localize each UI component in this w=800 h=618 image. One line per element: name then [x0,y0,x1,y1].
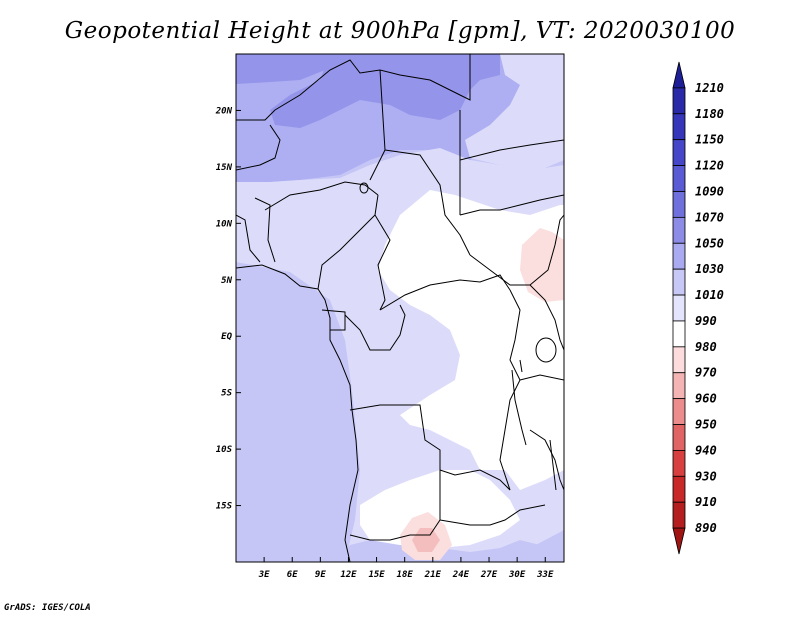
border-west-africa-2 [254,197,276,263]
lon-axis: 3E 6E 9E 12E 15E 18E 21E 24E 27E 30E 33E [258,557,554,580]
colorbar-segment [672,87,686,115]
border-niger-nigeria [264,181,379,211]
colorbar-segment [672,242,686,270]
colorbar-level-label: 890 [695,521,717,535]
lake-kivu [519,359,523,373]
colorbar-segment [672,424,686,451]
colorbar-segment [672,165,686,192]
border-west-africa-1 [236,214,261,263]
colorbar-level-label: 990 [695,314,717,328]
lon-tick-label: 18E [397,570,414,580]
border-congo-drc [344,304,406,351]
lon-tick-label: 21E [424,570,442,580]
grads-credit: GrADS: IGES/COLA [4,603,91,613]
colorbar-segment [672,346,686,374]
lon-tick-label: 12E [340,570,357,580]
colorbar-segment [672,61,686,89]
border-tanzania [519,374,564,381]
map-frame [235,53,565,563]
field-1030-northeast [465,54,564,170]
colorbar-level-label: 980 [695,340,717,354]
field-980-south [412,528,440,552]
lat-tick-label: 15S [216,502,233,512]
border-drc-angola [349,404,511,491]
lat-tick-label: 5N [221,276,232,286]
colorbar-level-label: 1010 [695,288,724,302]
lat-tick-label: 20N [215,106,233,116]
height-field [236,54,564,562]
colorbar-level-label: 1120 [695,159,724,173]
field-1010-central [378,190,564,490]
colorbar-level-label: 910 [695,495,717,509]
colorbar-level-label: 1210 [695,81,724,95]
colorbar-level-label: 1050 [695,236,724,250]
lon-tick-label: 9E [315,570,326,580]
colorbar-segment [672,216,686,244]
lat-tick-label: 10S [216,445,233,455]
border-south-sudan [469,244,556,286]
colorbar-level-label: 960 [695,392,717,406]
coastline-gulf-of-guinea [236,264,359,562]
border-chad-sudan [384,149,471,256]
colorbar-level-label: 930 [695,469,717,483]
lake-tanganyika [511,369,527,446]
lon-tick-label: 6E [287,570,298,580]
lake-victoria [535,337,557,363]
lake-malawi [549,439,557,491]
lat-tick-label: 15N [216,163,233,173]
lon-tick-label: 30E [508,570,526,580]
colorbar-level-label: 1070 [695,210,724,224]
border-niger [236,124,281,171]
lon-tick-label: 24E [452,570,470,580]
lat-axis: 20N 15N 10N 5N EQ 5S 10S 15S [215,106,241,512]
lon-tick-label: 3E [258,570,270,580]
border-algeria-libya [236,54,471,121]
colorbar-segment [672,139,686,166]
colorbar-level-label: 940 [695,443,717,457]
chart-title: Geopotential Height at 900hPa [gpm], VT:… [64,18,736,44]
lat-tick-label: 10N [216,219,233,229]
field-1090-northwest [236,54,330,84]
border-ethiopia [554,214,564,246]
colorbar-level-label: 970 [695,366,717,380]
colorbar-level-label: 1090 [695,184,724,198]
lakes [359,182,557,491]
colorbar-level-label: 950 [695,418,717,432]
lon-tick-label: 15E [368,570,385,580]
colorbar: 1210 1180 1150 1120 1090 1070 1050 1030 1010 990 9… [672,61,724,555]
border-east-africa [529,284,564,351]
colorbar-segment [672,475,686,503]
colorbar-segment [672,294,686,322]
border-zambia [439,504,546,526]
lon-tick-label: 27E [480,570,498,580]
colorbar-segment [672,527,686,555]
lake-chad [359,182,369,194]
colorbar-segment [672,191,686,218]
colorbar-segment [672,398,686,425]
border-car-south [379,274,511,311]
country-borders [236,54,564,562]
field-1050-coast [236,262,360,562]
colorbar-segment [672,450,686,477]
colorbar-level-label: 1030 [695,262,724,276]
colorbar-segment [672,501,686,529]
colorbar-segment [672,113,686,141]
colorbar-segment [672,268,686,296]
border-sudan [459,194,564,216]
lon-tick-label: 33E [536,570,554,580]
border-cameroon-car [374,214,391,311]
colorbar-segment [672,372,686,400]
colorbar-segment [672,320,686,348]
colorbar-level-label: 1180 [695,107,724,121]
field-1050-southeast [525,530,564,562]
lat-tick-label: 5S [221,389,232,399]
border-nigeria-cameroon [317,194,379,290]
lat-tick-label: EQ [221,332,232,342]
colorbar-level-label: 1150 [695,133,724,147]
border-tanzania-south [529,429,564,491]
border-gabon [321,309,346,331]
border-egypt-sudan [459,139,564,215]
field-990-east [520,228,564,302]
